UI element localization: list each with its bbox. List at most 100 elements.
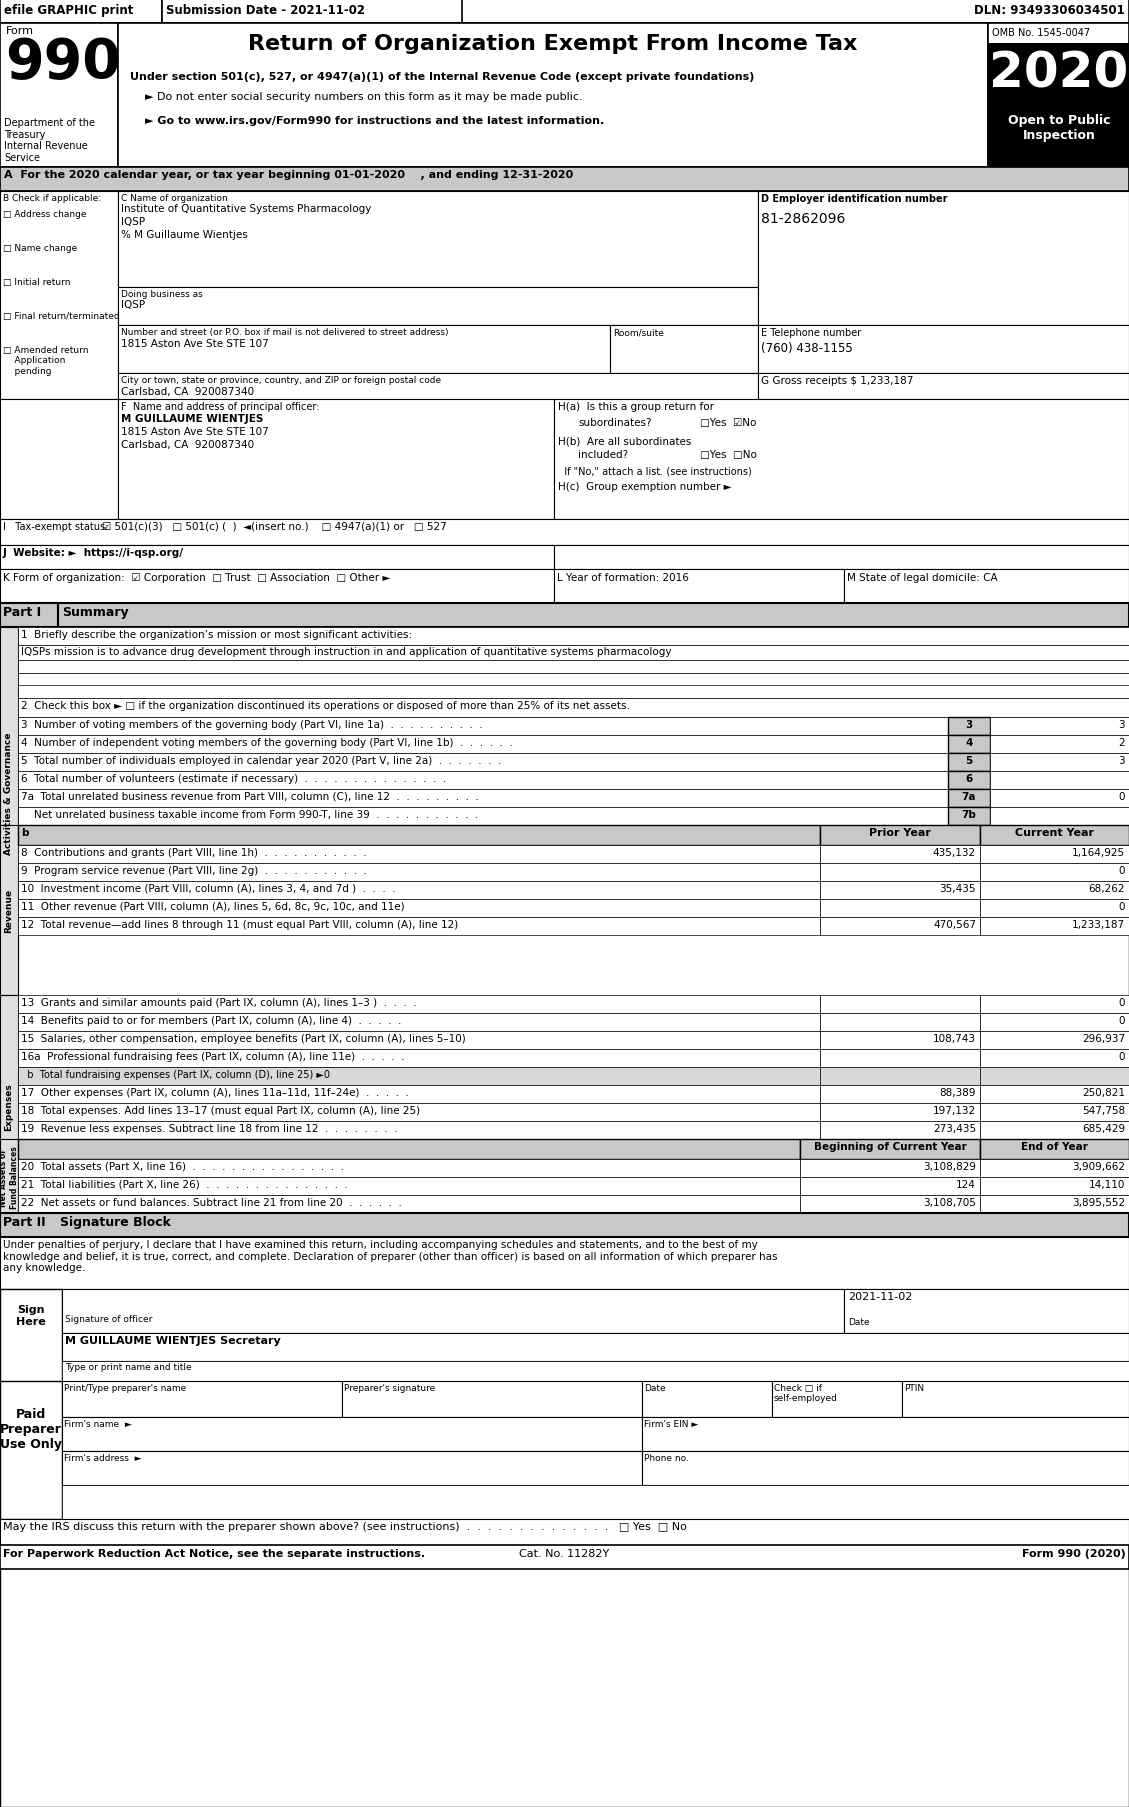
Text: End of Year: End of Year	[1021, 1142, 1088, 1151]
Text: Doing business as: Doing business as	[121, 289, 203, 298]
Text: J  Website: ►  https://i-qsp.org/: J Website: ► https://i-qsp.org/	[3, 548, 184, 558]
Bar	[0, 1140, 18, 1216]
Text: 3  Number of voting members of the governing body (Part VI, line 1a)  .  .  .  .: 3 Number of voting members of the govern…	[21, 719, 483, 730]
Bar	[18, 735, 948, 754]
Bar	[62, 1417, 642, 1451]
Text: 19  Revenue less expenses. Subtract line 18 from line 12  .  .  .  .  .  .  .  .: 19 Revenue less expenses. Subtract line …	[21, 1124, 397, 1133]
Text: 0: 0	[1119, 1016, 1124, 1025]
Text: 3,909,662: 3,909,662	[1073, 1162, 1124, 1171]
Text: 13  Grants and similar amounts paid (Part IX, column (A), lines 1–3 )  .  .  .  : 13 Grants and similar amounts paid (Part…	[21, 997, 417, 1008]
Bar	[0, 1545, 1129, 1568]
Text: Net unrelated business taxable income from Form 990-T, line 39  .  .  .  .  .  .: Net unrelated business taxable income fr…	[21, 810, 479, 820]
Text: Print/Type preparer's name: Print/Type preparer's name	[64, 1382, 186, 1391]
Bar	[948, 808, 990, 826]
Text: Firm's EIN ►: Firm's EIN ►	[644, 1418, 698, 1428]
Text: 435,132: 435,132	[933, 847, 975, 858]
Text: 2  Check this box ► □ if the organization discontinued its operations or dispose: 2 Check this box ► □ if the organization…	[21, 701, 630, 710]
Bar	[18, 717, 948, 735]
Bar	[980, 1032, 1129, 1050]
Bar	[980, 900, 1129, 918]
Text: 4: 4	[965, 737, 973, 748]
Bar	[62, 1334, 1129, 1361]
Text: 3: 3	[1119, 755, 1124, 766]
Bar	[820, 826, 980, 846]
Bar	[18, 864, 820, 882]
Text: DLN: 93493306034501: DLN: 93493306034501	[974, 4, 1124, 16]
Bar	[800, 1160, 980, 1178]
Text: IQSP: IQSP	[121, 300, 146, 309]
Bar	[990, 754, 1129, 772]
Text: 0: 0	[1119, 997, 1124, 1008]
Bar	[642, 1417, 1129, 1451]
Text: Date: Date	[644, 1382, 666, 1391]
Text: May the IRS discuss this return with the preparer shown above? (see instructions: May the IRS discuss this return with the…	[3, 1521, 686, 1531]
Text: 1,164,925: 1,164,925	[1071, 847, 1124, 858]
Text: K Form of organization:  ☑ Corporation  □ Trust  □ Association  □ Other ►: K Form of organization: ☑ Corporation □ …	[3, 573, 391, 582]
Bar	[980, 826, 1129, 846]
Text: 470,567: 470,567	[933, 920, 975, 929]
Bar	[980, 1068, 1129, 1086]
Text: Carlsbad, CA  920087340: Carlsbad, CA 920087340	[121, 387, 254, 398]
Bar	[18, 685, 1129, 699]
Bar	[18, 1140, 800, 1160]
Bar	[18, 754, 948, 772]
Text: 296,937: 296,937	[1082, 1034, 1124, 1043]
Bar	[18, 699, 1129, 717]
Bar	[980, 1196, 1129, 1212]
Bar	[988, 43, 1129, 107]
Text: 108,743: 108,743	[933, 1034, 975, 1043]
Bar	[0, 520, 1129, 546]
Text: L Year of formation: 2016: L Year of formation: 2016	[557, 573, 689, 582]
Text: Prior Year: Prior Year	[869, 828, 931, 837]
Text: Carlsbad, CA  920087340: Carlsbad, CA 920087340	[121, 439, 254, 450]
Text: included?: included?	[578, 450, 628, 459]
Text: 88,389: 88,389	[939, 1088, 975, 1097]
Bar	[800, 1196, 980, 1212]
Bar	[18, 846, 820, 864]
Bar	[948, 735, 990, 754]
Text: 8  Contributions and grants (Part VIII, line 1h)  .  .  .  .  .  .  .  .  .  .  : 8 Contributions and grants (Part VIII, l…	[21, 847, 367, 858]
Bar	[18, 1086, 820, 1104]
Text: IQSP: IQSP	[121, 217, 146, 228]
Bar	[820, 1014, 980, 1032]
Text: G Gross receipts $ 1,233,187: G Gross receipts $ 1,233,187	[761, 376, 913, 385]
Text: Date: Date	[848, 1317, 869, 1326]
Text: Part II: Part II	[3, 1216, 45, 1229]
Text: E Telephone number: E Telephone number	[761, 327, 861, 338]
Bar	[18, 1160, 800, 1178]
Bar	[990, 808, 1129, 826]
Text: 5: 5	[965, 755, 972, 766]
Text: Under section 501(c), 527, or 4947(a)(1) of the Internal Revenue Code (except pr: Under section 501(c), 527, or 4947(a)(1)…	[130, 72, 754, 81]
Text: 0: 0	[1119, 791, 1124, 802]
Text: Current Year: Current Year	[1015, 828, 1094, 837]
Bar	[18, 1122, 820, 1140]
Text: (760) 438-1155: (760) 438-1155	[761, 342, 852, 354]
Text: IQSPs mission is to advance drug development through instruction in and applicat: IQSPs mission is to advance drug develop…	[21, 647, 672, 656]
Text: 547,758: 547,758	[1082, 1106, 1124, 1115]
Bar	[18, 996, 820, 1014]
Text: H(b)  Are all subordinates: H(b) Are all subordinates	[558, 435, 691, 446]
Text: 1,233,187: 1,233,187	[1071, 920, 1124, 929]
Bar	[0, 23, 1129, 168]
Bar	[0, 192, 119, 399]
Text: 2: 2	[1119, 737, 1124, 748]
Text: Cat. No. 11282Y: Cat. No. 11282Y	[519, 1549, 610, 1558]
Bar	[18, 1032, 820, 1050]
Text: ☑ 501(c)(3)   □ 501(c) (  )  ◄(insert no.)    □ 4947(a)(1) or   □ 527: ☑ 501(c)(3) □ 501(c) ( ) ◄(insert no.) □…	[102, 522, 447, 531]
Text: % M Guillaume Wientjes: % M Guillaume Wientjes	[121, 229, 247, 240]
Bar	[0, 168, 1129, 192]
Text: Sign
Here: Sign Here	[16, 1305, 46, 1326]
Bar	[980, 1178, 1129, 1196]
Bar	[554, 546, 1129, 569]
Bar	[0, 1238, 1129, 1288]
Text: 12  Total revenue—add lines 8 through 11 (must equal Part VIII, column (A), line: 12 Total revenue—add lines 8 through 11 …	[21, 920, 458, 929]
Bar	[0, 23, 119, 168]
Bar	[0, 1520, 1129, 1545]
Bar	[948, 790, 990, 808]
Text: □ Final return/terminated: □ Final return/terminated	[3, 313, 120, 322]
Text: 273,435: 273,435	[933, 1124, 975, 1133]
Bar	[980, 1160, 1129, 1178]
Bar	[119, 192, 758, 287]
Text: Under penalties of perjury, I declare that I have examined this return, includin: Under penalties of perjury, I declare th…	[3, 1240, 778, 1272]
Text: 11  Other revenue (Part VIII, column (A), lines 5, 6d, 8c, 9c, 10c, and 11e): 11 Other revenue (Part VIII, column (A),…	[21, 902, 404, 911]
